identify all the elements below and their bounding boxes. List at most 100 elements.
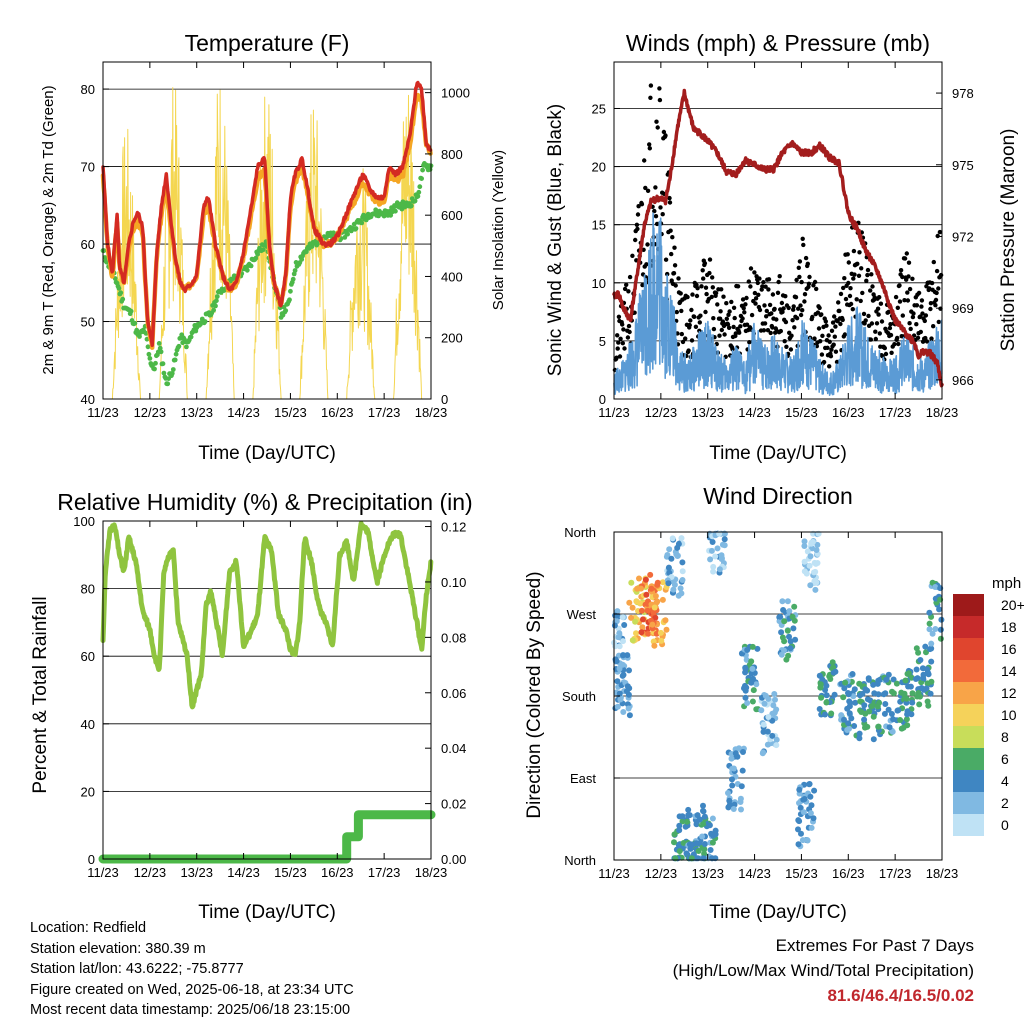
direction-point [770, 702, 777, 709]
gust-point [741, 306, 746, 311]
direction-point [918, 685, 925, 691]
direction-point [801, 543, 808, 549]
gust-point [902, 256, 908, 261]
gust-point [846, 260, 851, 265]
gust-point [821, 359, 827, 365]
direction-point [714, 545, 721, 552]
direction-point [932, 626, 939, 632]
gust-point [838, 321, 843, 327]
direction-point [811, 569, 817, 576]
dewpoint-point [211, 307, 217, 313]
gust-point [764, 314, 769, 319]
y-right-tick-label: 0 [441, 392, 448, 407]
direction-point [748, 679, 755, 686]
gust-point [858, 298, 863, 304]
precipitation-series [98, 810, 436, 864]
direction-point [840, 694, 847, 701]
y-right-tick-label: 0.06 [441, 686, 466, 701]
direction-point [616, 690, 623, 697]
gust-point [934, 268, 940, 274]
direction-point [709, 815, 716, 822]
gust-point [667, 195, 672, 201]
direction-point [744, 647, 751, 653]
humidity-panel: Relative Humidity (%) & Precipitation (i… [30, 489, 473, 923]
gust-point [784, 344, 789, 349]
direction-point [917, 657, 924, 663]
direction-point [926, 626, 933, 633]
direction-point [904, 708, 911, 715]
direction-point [928, 640, 935, 647]
gust-point [864, 278, 869, 283]
direction-point [926, 609, 933, 616]
dewpoint-point [132, 320, 138, 326]
direction-point [810, 815, 817, 822]
direction-point [629, 604, 636, 611]
extremes-values: 81.6/46.4/16.5/0.02 [827, 986, 974, 1005]
gust-point [760, 284, 765, 289]
gust-point [644, 262, 649, 267]
colorbar-swatch [953, 660, 984, 682]
direction-point [773, 706, 780, 713]
direction-point [801, 538, 808, 545]
extremes-title: Extremes For Past 7 Days [775, 936, 974, 955]
gust-point [860, 290, 865, 296]
gust-point [719, 287, 724, 292]
direction-point [729, 782, 736, 789]
direction-point [626, 599, 633, 606]
direction-point [786, 633, 792, 640]
direction-point [924, 666, 930, 673]
gust-point [931, 259, 936, 265]
gust-point [898, 268, 904, 273]
y-tick-label: 50 [81, 315, 95, 330]
station-location: Location: Redfield [30, 920, 147, 936]
winds-panel: Winds (mph) & Pressure (mb) 0 5 10 15 20 25 96… [545, 30, 1019, 464]
y-tick-label: 5 [599, 334, 606, 349]
gust-point [907, 286, 913, 292]
direction-point [845, 690, 851, 696]
direction-point [784, 627, 791, 634]
gust-point [729, 299, 734, 305]
gust-point [766, 287, 771, 292]
direction-point [880, 691, 887, 698]
y-tick-label: 60 [81, 237, 95, 252]
temperature-panel: Temperature (F) 405060708002004006008001… [40, 30, 507, 464]
direction-point [707, 847, 714, 853]
humidity-axes: 0 20 40 60 80 100 0.00 0.02 0.04 0.06 0.08 0.10 0.12… [73, 514, 466, 880]
dewpoint-point [101, 248, 107, 254]
gust-point [819, 312, 824, 317]
direction-point [760, 721, 767, 728]
direction-point [847, 700, 854, 706]
x-tick-label: 15/23 [274, 865, 307, 880]
direction-point [679, 813, 686, 820]
direction-point [845, 720, 852, 727]
direction-point [651, 604, 658, 611]
direction-point [771, 691, 778, 697]
gust-point [710, 285, 715, 290]
direction-point [668, 555, 675, 562]
direction-point [801, 558, 808, 565]
y-tick-label: 40 [81, 717, 95, 732]
dewpoint-point [169, 371, 175, 376]
colorbar-swatch [953, 594, 984, 616]
direction-point [628, 579, 635, 586]
gust-point [852, 272, 857, 277]
gust-point [788, 347, 794, 352]
gust-point [859, 266, 864, 271]
x-tick-label: 14/23 [227, 405, 260, 420]
direction-point [652, 614, 659, 621]
direction-point [769, 717, 776, 724]
direction-point [914, 675, 921, 682]
x-tick-label: 14/23 [738, 405, 771, 420]
x-tick-label: 12/23 [645, 405, 678, 420]
direction-point [614, 703, 621, 710]
direction-point [679, 559, 686, 566]
colorbar-label: 0 [1001, 817, 1009, 833]
gust-point [766, 277, 772, 282]
x-tick-label: 12/23 [134, 865, 167, 880]
direction-point [693, 821, 700, 828]
gust-point [767, 302, 773, 308]
gust-point [900, 274, 905, 280]
gust-point [888, 332, 894, 338]
direction-point [779, 598, 786, 605]
gust-point [883, 351, 889, 357]
